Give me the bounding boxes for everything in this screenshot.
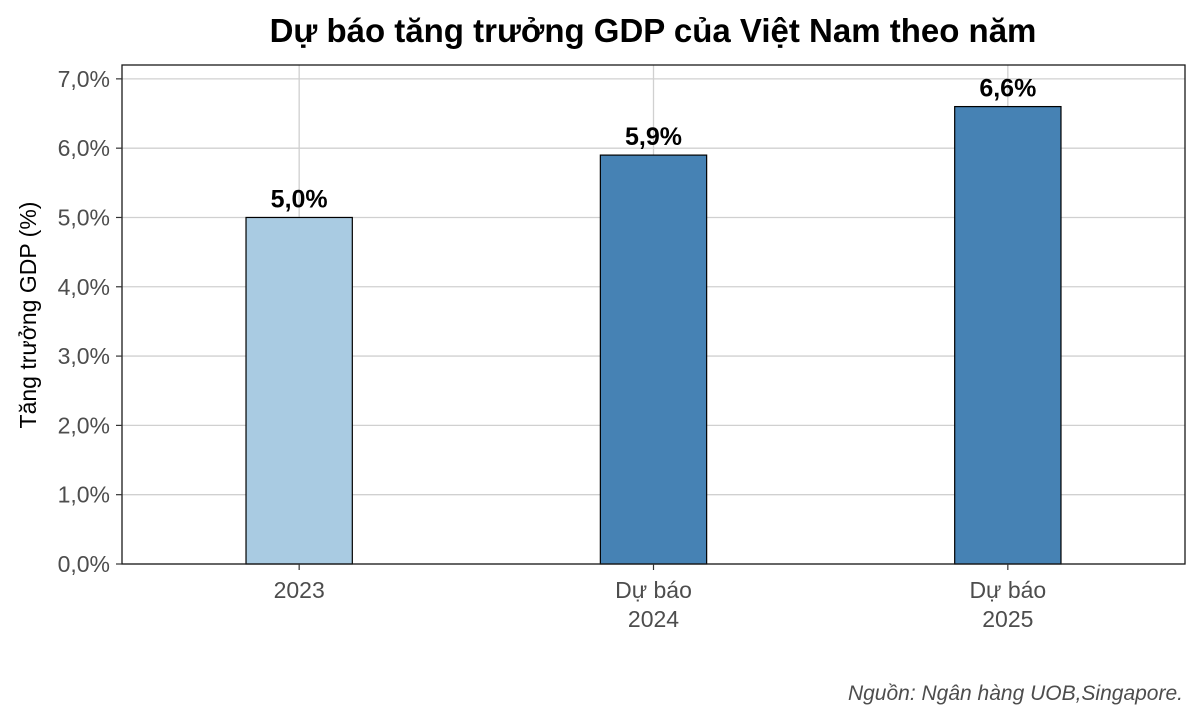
y-tick-label: 2,0% <box>58 412 110 438</box>
chart-title: Dự báo tăng trưởng GDP của Việt Nam theo… <box>270 12 1037 49</box>
bar <box>245 216 353 565</box>
x-tick-label: 2024 <box>628 606 679 632</box>
y-tick-label: 0,0% <box>58 551 110 577</box>
y-tick-label: 1,0% <box>58 482 110 508</box>
data-label: 5,9% <box>625 123 682 151</box>
y-tick-label: 4,0% <box>58 274 110 300</box>
x-tick-label: 2023 <box>274 577 325 603</box>
source-note: Nguồn: Ngân hàng UOB,Singapore. <box>848 682 1183 705</box>
y-tick-label: 5,0% <box>58 204 110 230</box>
y-axis-label: Tăng trưởng GDP (%) <box>15 202 41 429</box>
data-label: 5,0% <box>271 185 328 213</box>
data-labels: 5,0% 5,9% 6,6% <box>271 75 1037 214</box>
x-tick-label: Dự báo <box>969 577 1046 603</box>
x-axis-ticks: 2023 Dự báo 2024 Dự báo 2025 <box>274 564 1046 632</box>
y-tick-label: 3,0% <box>58 343 110 369</box>
bar <box>954 105 1062 565</box>
x-tick-label: 2025 <box>982 606 1033 632</box>
y-tick-label: 7,0% <box>58 66 110 92</box>
x-tick-label: Dự báo <box>615 577 692 603</box>
y-axis-ticks: 0,0% 1,0% 2,0% 3,0% 4,0% 5,0% 6,0% 7,0% <box>58 66 122 577</box>
data-label: 6,6% <box>979 75 1036 103</box>
y-tick-label: 6,0% <box>58 135 110 161</box>
bar <box>599 154 708 565</box>
bars <box>245 105 1062 565</box>
